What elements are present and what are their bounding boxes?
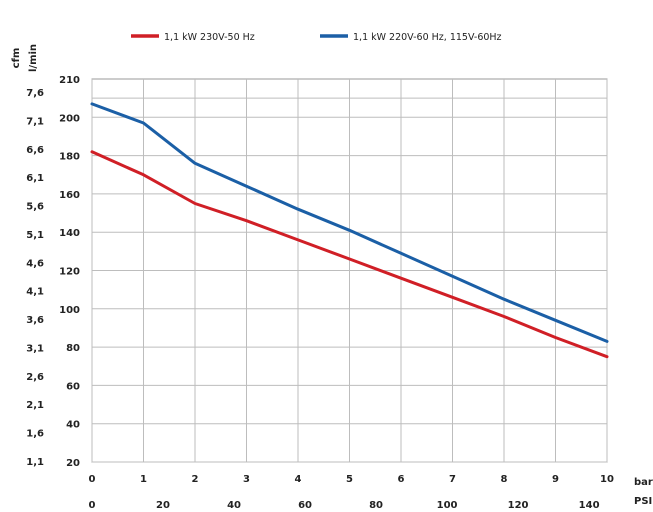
y-secondary-tick-label: 3,6 [26,315,44,326]
y-primary-tick-label: 200 [59,113,80,124]
x-primary-tick-label: 8 [501,474,508,485]
y-primary-tick-label: 60 [66,381,80,392]
x-secondary-tick-label: 100 [437,500,458,511]
y-secondary-tick-label: 5,6 [26,202,44,213]
x-primary-tick-label: 4 [295,474,302,485]
y-secondary-tick-label: 7,6 [26,88,44,99]
y-secondary-tick-label: 1,1 [26,457,44,468]
x-secondary-tick-label: 40 [227,500,241,511]
y-secondary-tick-label: 2,6 [26,372,44,383]
x-secondary-tick-label: 140 [579,500,600,511]
x-primary-tick-label: 1 [140,474,147,485]
series-line-2 [90,102,609,343]
x-primary-tick-label: 7 [449,474,456,485]
y-secondary-tick-label: 4,6 [26,258,44,269]
y-secondary-tick-label: 4,1 [26,287,44,298]
y-primary-unit: l/min [28,44,39,72]
y-primary-tick-label: 180 [59,152,80,163]
bar-axis: 0 1 2 3 4 5 6 7 8 9 10 [89,474,614,485]
x-secondary-tick-label: 0 [89,500,96,511]
x-secondary-unit: PSI [634,496,652,507]
x-primary-tick-label: 6 [398,474,405,485]
lmin-axis: 20 40 60 80 100 120 140 160 180 200 210 [59,75,80,469]
legend-label-2: 1,1 kW 220V-60 Hz, 115V-60Hz [353,32,502,43]
y-secondary-tick-label: 1,6 [26,429,44,440]
x-primary-tick-label: 9 [552,474,559,485]
x-primary-tick-label: 2 [192,474,199,485]
x-primary-tick-label: 0 [89,474,96,485]
y-primary-tick-label: 80 [66,343,80,354]
series-lines [90,102,609,359]
psi-axis: 0 20 40 60 80 100 120 140 [89,500,600,511]
y-secondary-unit: cfm [11,48,22,69]
y-secondary-tick-label: 5,1 [26,230,44,241]
legend-label-1: 1,1 kW 230V-50 Hz [164,32,255,43]
y-primary-tick-label: 100 [59,305,80,316]
y-secondary-tick-label: 7,1 [26,116,44,127]
y-primary-tick-label: 140 [59,228,80,239]
y-primary-tick-label: 40 [66,420,80,431]
x-secondary-tick-label: 80 [369,500,383,511]
x-primary-tick-label: 10 [600,474,614,485]
y-primary-tick-label: 160 [59,190,80,201]
y-primary-tick-label: 20 [66,458,80,469]
x-primary-tick-label: 3 [243,474,250,485]
x-primary-tick-label: 5 [346,474,353,485]
y-secondary-tick-label: 6,1 [26,173,44,184]
y-secondary-tick-label: 2,1 [26,400,44,411]
x-primary-unit: bar [634,477,653,488]
x-secondary-tick-label: 60 [298,500,312,511]
y-secondary-tick-label: 3,1 [26,343,44,354]
cfm-axis: 1,1 1,6 2,1 2,6 3,1 3,6 4,1 4,6 5,1 5,6 6,1 6,6 7,1 7… [26,88,44,468]
series-line-1 [90,150,609,359]
grid [91,79,608,463]
y-primary-tick-label: 210 [59,75,80,86]
x-secondary-tick-label: 20 [156,500,170,511]
legend: 1,1 kW 230V-50 Hz 1,1 kW 220V-60 Hz, 115V… [131,32,502,43]
y-secondary-tick-label: 6,6 [26,145,44,156]
y-primary-tick-label: 120 [59,267,80,278]
x-secondary-tick-label: 120 [508,500,529,511]
